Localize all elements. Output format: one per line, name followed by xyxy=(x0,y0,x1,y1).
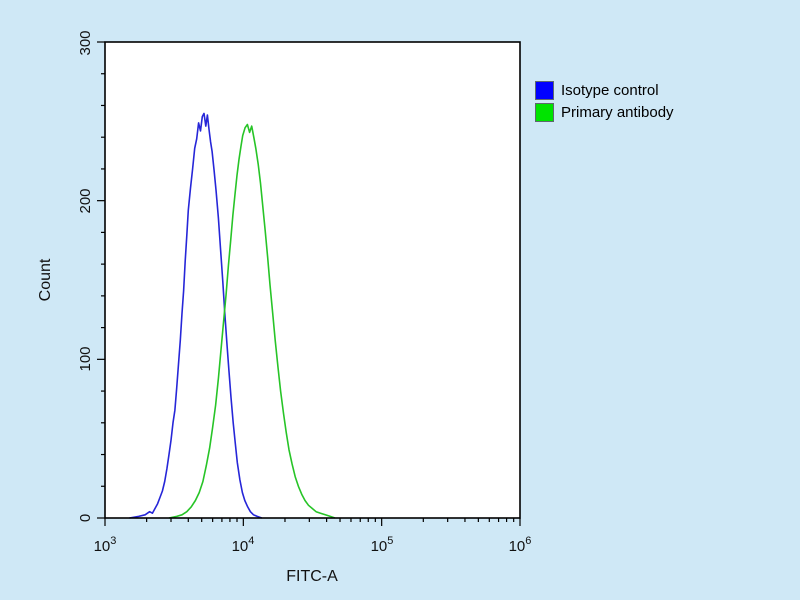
x-tick-label-1e5: 105 xyxy=(371,535,394,555)
y-tick-label-200: 200 xyxy=(77,188,94,213)
legend-item-isotype-control: Isotype control xyxy=(535,81,674,100)
y-tick-label-100: 100 xyxy=(77,346,94,371)
curves xyxy=(129,112,336,519)
x-tick-label-1e6: 106 xyxy=(509,535,532,555)
isotype-control-label: Isotype control xyxy=(561,82,659,99)
x-tick-label-1e4: 104 xyxy=(232,535,255,555)
y-tick-label-300: 300 xyxy=(77,30,94,55)
x-tick-label-1e3: 103 xyxy=(94,535,117,555)
y-axis-label: Count xyxy=(37,258,54,301)
plot-area xyxy=(105,42,520,518)
y-tick-label-0: 0 xyxy=(77,514,94,522)
primary-antibody-swatch xyxy=(535,103,554,122)
curve-primary-antibody xyxy=(168,123,336,519)
isotype-control-swatch xyxy=(535,81,554,100)
curve-isotype-control xyxy=(129,112,263,519)
primary-antibody-label: Primary antibody xyxy=(561,104,674,121)
legend-item-primary-antibody: Primary antibody xyxy=(535,103,674,122)
plot-border xyxy=(104,41,521,519)
x-axis-label: FITC-A xyxy=(286,568,338,585)
legend: Isotype control Primary antibody xyxy=(535,81,674,122)
